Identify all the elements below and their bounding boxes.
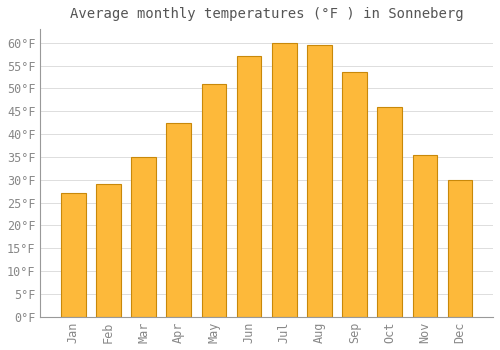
Bar (448, 180, 472, 317)
Bar (61, 194, 86, 317)
Bar (202, 84, 226, 317)
Bar (307, 45, 332, 317)
Bar (412, 155, 438, 317)
Bar (272, 43, 296, 317)
Bar (96, 184, 120, 317)
Bar (342, 72, 367, 317)
Bar (131, 157, 156, 317)
Bar (378, 107, 402, 317)
Title: Average monthly temperatures (°F ) in Sonneberg: Average monthly temperatures (°F ) in So… (70, 7, 464, 21)
Bar (237, 56, 262, 317)
Bar (166, 123, 191, 317)
